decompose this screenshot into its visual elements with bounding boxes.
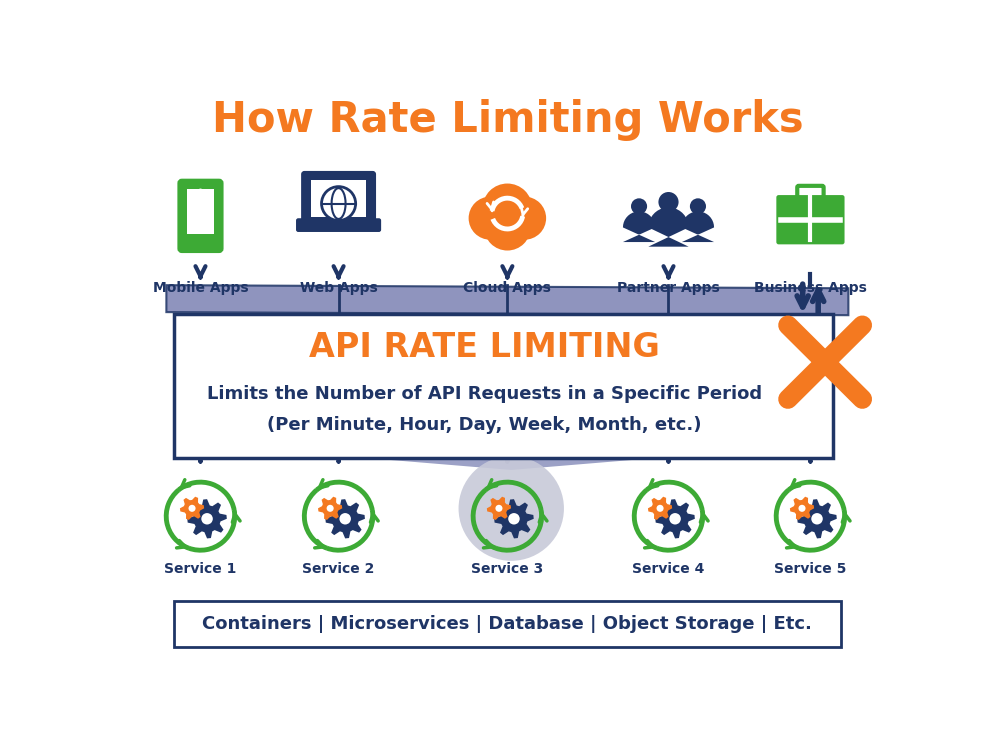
Polygon shape	[494, 499, 534, 538]
Circle shape	[799, 505, 806, 512]
Polygon shape	[187, 499, 227, 538]
Text: How Rate Limiting Works: How Rate Limiting Works	[212, 99, 803, 141]
Circle shape	[690, 198, 706, 215]
Text: Web Apps: Web Apps	[300, 282, 377, 295]
Circle shape	[508, 513, 520, 525]
Polygon shape	[648, 208, 689, 247]
Text: Service 3: Service 3	[471, 562, 544, 576]
Polygon shape	[166, 285, 848, 316]
Circle shape	[458, 456, 564, 561]
FancyBboxPatch shape	[174, 601, 841, 647]
Text: Cloud Apps: Cloud Apps	[463, 282, 551, 295]
Polygon shape	[647, 497, 672, 520]
Polygon shape	[326, 499, 365, 538]
Circle shape	[631, 198, 647, 215]
Text: Partner Apps: Partner Apps	[617, 282, 720, 295]
FancyBboxPatch shape	[312, 181, 365, 218]
FancyBboxPatch shape	[302, 172, 375, 224]
Text: Service 1: Service 1	[164, 562, 237, 576]
Circle shape	[188, 505, 196, 512]
Circle shape	[484, 204, 531, 251]
Circle shape	[482, 184, 533, 233]
Circle shape	[495, 505, 503, 512]
Text: Limits the Number of API Requests in a Specific Period: Limits the Number of API Requests in a S…	[207, 385, 761, 403]
Text: Business Apps: Business Apps	[754, 282, 867, 295]
Circle shape	[658, 192, 678, 212]
Text: Mobile Apps: Mobile Apps	[152, 282, 248, 295]
FancyBboxPatch shape	[179, 180, 222, 252]
FancyBboxPatch shape	[297, 219, 380, 231]
Circle shape	[327, 505, 334, 512]
Text: Containers | Microservices | Database | Object Storage | Etc.: Containers | Microservices | Database | …	[202, 615, 813, 633]
FancyBboxPatch shape	[174, 315, 833, 459]
Polygon shape	[797, 499, 837, 538]
Polygon shape	[623, 212, 655, 242]
Polygon shape	[790, 497, 814, 520]
Polygon shape	[487, 497, 511, 520]
Circle shape	[340, 513, 350, 525]
Circle shape	[201, 513, 213, 525]
Circle shape	[468, 197, 512, 239]
Circle shape	[669, 513, 681, 525]
Text: API RATE LIMITING: API RATE LIMITING	[309, 331, 659, 364]
Circle shape	[811, 513, 823, 525]
Polygon shape	[682, 212, 714, 242]
Circle shape	[503, 197, 546, 239]
Text: (Per Minute, Hour, Day, Week, Month, etc.): (Per Minute, Hour, Day, Week, Month, etc…	[267, 416, 701, 434]
Text: Service 5: Service 5	[774, 562, 846, 576]
Polygon shape	[655, 499, 695, 538]
Polygon shape	[318, 497, 343, 520]
Text: Service 2: Service 2	[302, 562, 375, 576]
Polygon shape	[180, 497, 204, 520]
Polygon shape	[372, 459, 650, 470]
Circle shape	[656, 505, 663, 512]
Text: Service 4: Service 4	[633, 562, 705, 576]
FancyBboxPatch shape	[776, 195, 844, 245]
FancyBboxPatch shape	[187, 189, 214, 233]
Circle shape	[198, 188, 203, 194]
Circle shape	[322, 187, 355, 221]
